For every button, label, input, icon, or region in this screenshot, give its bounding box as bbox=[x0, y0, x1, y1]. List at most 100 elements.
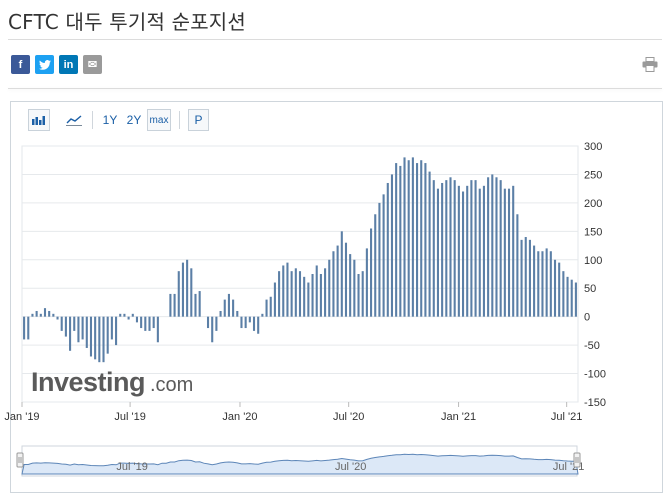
bar bbox=[524, 237, 527, 317]
bar-chart-icon bbox=[32, 116, 45, 125]
y-tick-label: 100 bbox=[584, 255, 602, 267]
bar bbox=[432, 180, 435, 317]
bar bbox=[487, 177, 490, 317]
bar-chart-button[interactable] bbox=[28, 109, 50, 131]
bar bbox=[257, 316, 260, 334]
bar bbox=[353, 259, 356, 317]
bar bbox=[89, 316, 93, 357]
bar bbox=[474, 180, 477, 317]
bar bbox=[298, 271, 302, 317]
bar bbox=[131, 313, 134, 317]
bar bbox=[361, 271, 364, 317]
bar bbox=[445, 180, 448, 317]
bar bbox=[140, 316, 143, 329]
range-1y-button[interactable]: 1Y bbox=[102, 113, 118, 127]
bar bbox=[336, 245, 339, 317]
bar bbox=[278, 271, 281, 317]
navigator-handle-right[interactable] bbox=[573, 452, 581, 468]
bar bbox=[156, 316, 159, 343]
range-2y-button[interactable]: 2Y bbox=[126, 113, 142, 127]
bar bbox=[252, 316, 256, 331]
x-tick-label: Jul '20 bbox=[333, 411, 364, 423]
bar bbox=[219, 310, 222, 317]
logo-suffix: .com bbox=[150, 374, 193, 396]
bar bbox=[495, 177, 498, 317]
bar bbox=[386, 182, 389, 317]
bar bbox=[407, 160, 410, 317]
x-tick-label: Jan '21 bbox=[441, 411, 476, 423]
bar bbox=[340, 231, 343, 317]
navigator-series bbox=[21, 453, 579, 475]
investing-logo: Investing .com bbox=[31, 367, 193, 397]
bar bbox=[457, 185, 460, 317]
bar bbox=[48, 310, 51, 317]
bar bbox=[85, 316, 88, 348]
social-share-bar: f in ✉ bbox=[11, 55, 102, 74]
bar bbox=[194, 293, 197, 317]
bar bbox=[303, 276, 306, 317]
linkedin-share-button[interactable]: in bbox=[59, 55, 78, 74]
bar bbox=[123, 313, 126, 317]
bar bbox=[31, 313, 34, 317]
bar bbox=[152, 316, 155, 329]
y-tick-label: -50 bbox=[584, 340, 600, 352]
bar bbox=[98, 316, 101, 363]
bar bbox=[23, 316, 26, 340]
bar bbox=[69, 316, 72, 351]
bar bbox=[211, 316, 214, 343]
bar bbox=[261, 313, 264, 317]
bar bbox=[470, 180, 473, 317]
bar bbox=[110, 316, 113, 340]
bar bbox=[390, 174, 394, 317]
facebook-share-button[interactable]: f bbox=[11, 55, 30, 74]
navigator-label: Jul '20 bbox=[335, 461, 366, 473]
navigator-handle-left[interactable] bbox=[16, 452, 24, 468]
bar bbox=[190, 268, 193, 317]
bar bbox=[566, 276, 569, 317]
printer-icon bbox=[642, 57, 658, 72]
bar bbox=[499, 180, 502, 317]
bar bbox=[570, 279, 573, 317]
bar bbox=[349, 254, 352, 317]
bar bbox=[223, 299, 226, 317]
bar bbox=[127, 316, 130, 320]
bar bbox=[395, 163, 398, 317]
bar bbox=[549, 251, 552, 317]
range-max-button[interactable]: max bbox=[147, 109, 171, 131]
bar bbox=[507, 188, 511, 317]
mode-p-button[interactable]: P bbox=[188, 109, 209, 131]
bar bbox=[115, 316, 118, 346]
twitter-share-button[interactable] bbox=[35, 55, 54, 74]
bar bbox=[135, 316, 139, 323]
navigator[interactable]: Jul '19 Jul '20 Jul '21 bbox=[16, 445, 584, 477]
bar bbox=[35, 310, 38, 317]
bar bbox=[315, 265, 318, 317]
bar bbox=[173, 293, 176, 317]
bar bbox=[411, 157, 414, 317]
line-chart-button[interactable] bbox=[64, 110, 84, 130]
y-tick-label: 250 bbox=[584, 169, 602, 181]
bar bbox=[370, 228, 373, 317]
bar bbox=[52, 313, 55, 317]
bar bbox=[94, 316, 97, 360]
toolbar-separator bbox=[92, 111, 93, 129]
email-share-button[interactable]: ✉ bbox=[83, 55, 102, 74]
bar bbox=[269, 296, 272, 317]
print-button[interactable] bbox=[642, 57, 658, 77]
toolbar-separator bbox=[179, 111, 180, 129]
bar bbox=[265, 299, 268, 317]
y-tick-label: -100 bbox=[584, 369, 606, 381]
bar bbox=[106, 316, 109, 354]
x-tick-label: Jul '21 bbox=[551, 411, 582, 423]
bar bbox=[236, 310, 239, 317]
bar bbox=[328, 259, 331, 317]
bar bbox=[541, 251, 544, 317]
bar bbox=[181, 262, 184, 317]
bar bbox=[27, 316, 30, 340]
y-tick-label: 0 bbox=[584, 312, 590, 324]
bar bbox=[478, 188, 481, 317]
bar bbox=[119, 313, 122, 317]
bar bbox=[453, 180, 456, 317]
twitter-bird-icon bbox=[38, 59, 51, 70]
bar bbox=[533, 245, 536, 317]
